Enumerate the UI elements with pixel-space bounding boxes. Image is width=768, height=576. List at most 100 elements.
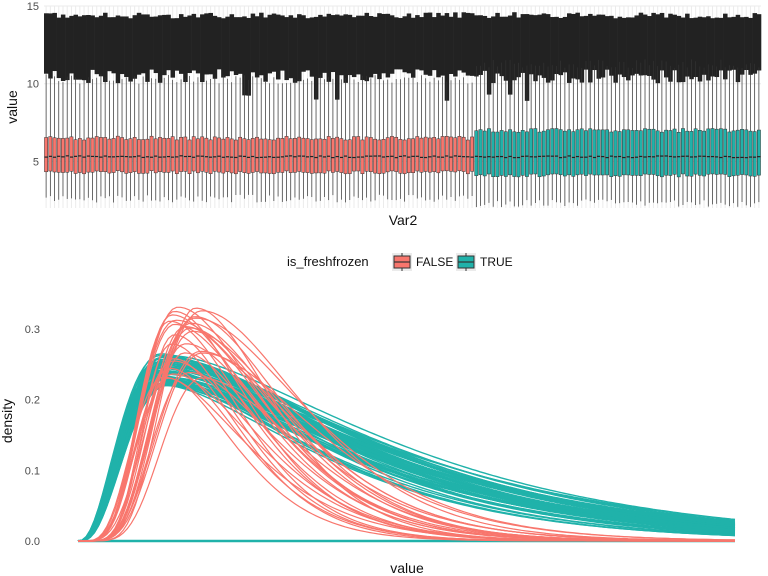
box-false (111, 138, 116, 173)
outlier-points (507, 15, 513, 95)
outlier-points (457, 17, 462, 71)
box-false (406, 138, 411, 173)
outlier-points (735, 14, 741, 83)
legend-item-false: FALSE (392, 253, 453, 271)
outlier-points (56, 17, 62, 79)
box-false (217, 137, 221, 173)
box-false (69, 136, 74, 172)
outlier-points (81, 15, 87, 81)
outlier-points (98, 15, 104, 77)
outlier-points (406, 13, 412, 74)
outlier-points (65, 17, 70, 81)
outlier-points (461, 12, 467, 73)
box-true (495, 131, 500, 177)
box-false (301, 137, 306, 173)
box-false (284, 136, 289, 172)
outlier-points (263, 17, 268, 82)
box-true (706, 128, 711, 175)
box-false (246, 139, 251, 174)
outlier-points (149, 16, 154, 70)
outlier-points (638, 12, 644, 76)
outlier-points (326, 13, 332, 82)
outlier-points (537, 14, 542, 76)
outlier-points (415, 15, 420, 70)
outlier-points (402, 16, 408, 73)
box-true (491, 131, 496, 177)
box-false (335, 136, 340, 172)
outlier-points (162, 14, 167, 76)
outlier-points (668, 13, 673, 82)
outlier-points (427, 12, 433, 76)
density-panel: 0.0 0.1 0.2 0.3 value density (0, 306, 736, 576)
box-true (643, 128, 647, 175)
outlier-points (524, 14, 530, 101)
outlier-points (697, 16, 703, 82)
outlier-points (596, 14, 602, 79)
box-false (86, 137, 91, 173)
outlier-points (297, 14, 302, 82)
outlier-points (200, 14, 205, 83)
outlier-points (86, 15, 91, 83)
outlier-points (377, 13, 382, 80)
outlier-points (634, 15, 639, 74)
box-false (229, 138, 234, 174)
box-true (537, 131, 542, 178)
box-false (293, 138, 297, 173)
outlier-points (609, 15, 614, 76)
box-false (385, 137, 390, 173)
outlier-points (343, 14, 348, 83)
outlier-points (723, 13, 728, 80)
box-false (242, 138, 247, 173)
outlier-points (229, 14, 235, 72)
outlier-points (440, 15, 445, 76)
box-false (356, 136, 361, 172)
outlier-points (305, 18, 311, 71)
outlier-points (174, 18, 180, 71)
box-false (453, 137, 458, 173)
box-true (596, 129, 601, 176)
box-false (132, 137, 137, 172)
outlier-points (621, 17, 627, 78)
outlier-points (495, 12, 500, 74)
box-true (638, 130, 643, 176)
box-true (508, 129, 512, 176)
legend: is_freshfrozen FALSE TRUE (287, 253, 513, 271)
box-true (554, 128, 559, 175)
outlier-points (73, 14, 79, 80)
box-false (428, 137, 432, 173)
outlier-points (351, 17, 357, 78)
box-true (740, 129, 744, 175)
box-false (250, 138, 255, 173)
outlier-points (718, 17, 724, 71)
outlier-points (103, 12, 108, 83)
box-false (436, 138, 441, 174)
outlier-points (141, 14, 146, 74)
box-true (541, 130, 546, 177)
box-true (756, 129, 761, 176)
box-true (697, 130, 702, 176)
y-tick-label: 0.0 (25, 536, 40, 548)
box-false (305, 138, 310, 173)
box-true (592, 129, 597, 176)
box-false (411, 138, 415, 173)
outlier-points (398, 17, 403, 70)
outlier-points (246, 17, 251, 96)
box-false (120, 137, 124, 173)
outlier-points (153, 16, 159, 74)
outlier-points (651, 12, 656, 80)
outlier-points (275, 14, 281, 80)
outlier-points (693, 17, 699, 78)
box-false (432, 137, 437, 172)
outlier-points (710, 18, 715, 77)
outlier-points (364, 12, 370, 82)
outlier-points (562, 16, 568, 73)
box-true (664, 129, 668, 176)
outlier-points (187, 15, 192, 74)
outlier-points (107, 17, 112, 72)
box-true (672, 128, 677, 175)
box-false (339, 138, 344, 173)
outlier-points (284, 17, 289, 81)
box-true (617, 131, 622, 177)
boxplot-y-axis-title: value (4, 90, 20, 124)
